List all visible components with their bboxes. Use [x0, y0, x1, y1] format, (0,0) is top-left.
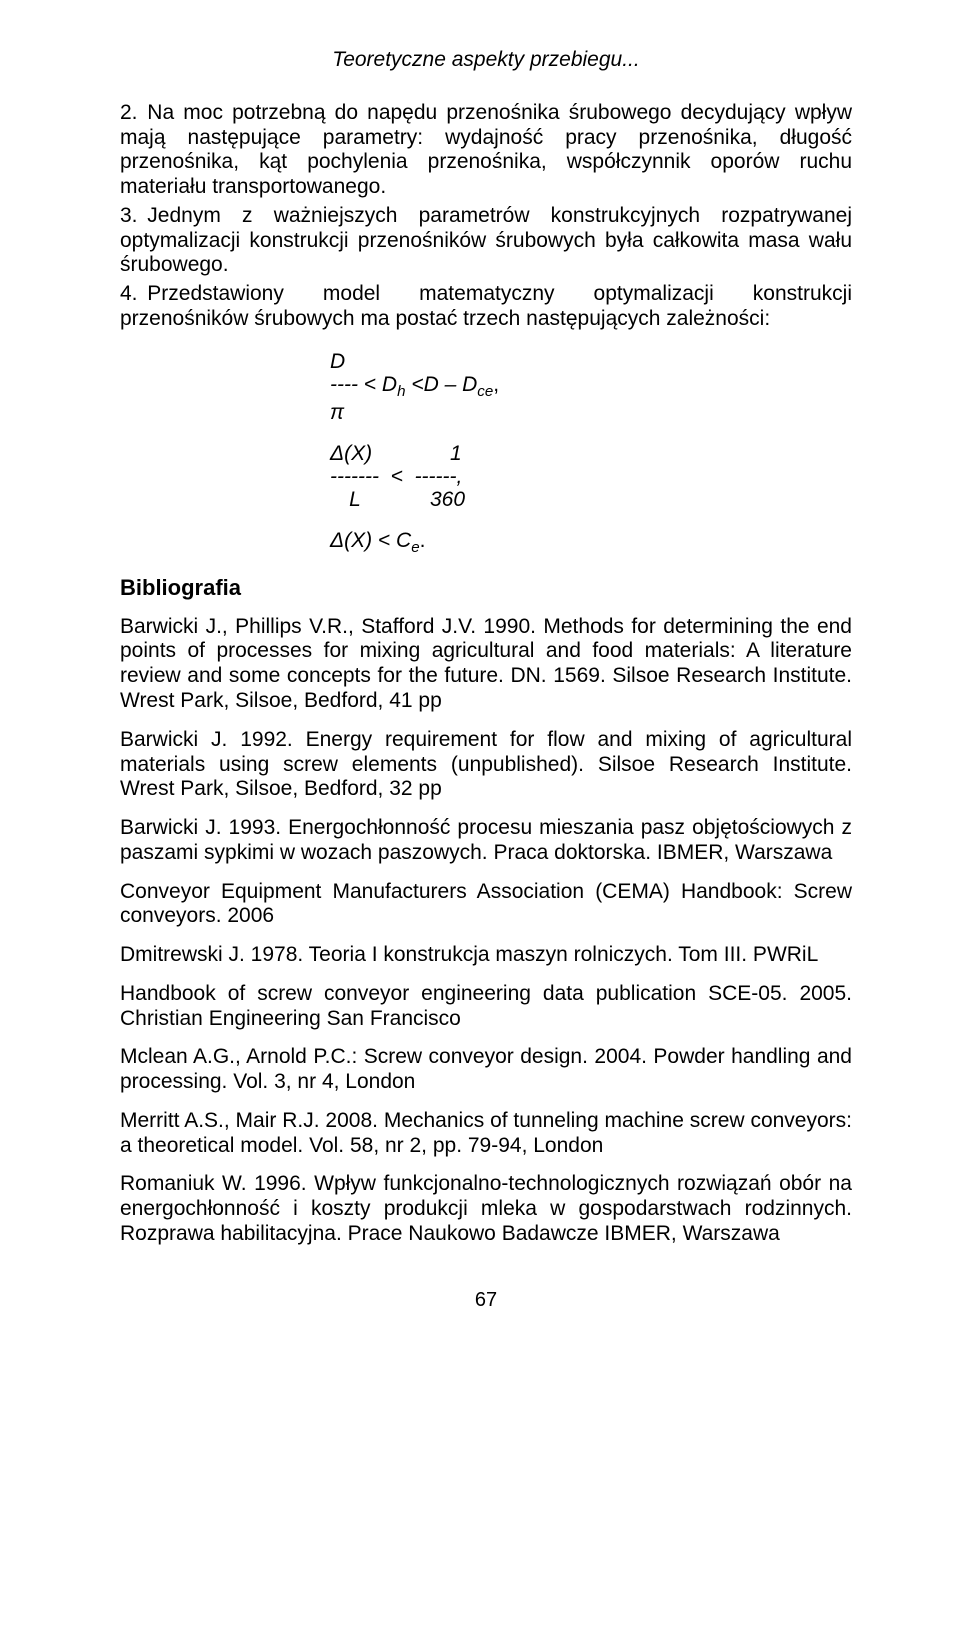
formula-line: D	[330, 350, 852, 373]
item-text: Przedstawiony model matematyczny optymal…	[120, 282, 852, 330]
bib-entry: Mclean A.G., Arnold P.C.: Screw conveyor…	[120, 1045, 852, 1095]
formula-2: Δ(X)1 ------- < ------, L360	[120, 442, 852, 511]
list-item-2: 2.Na moc potrzebną do napędu przenośnika…	[120, 101, 852, 200]
formula-line: L360	[330, 488, 852, 511]
formula-3: Δ(X) < Ce.	[120, 529, 852, 557]
formula-line: ------- < ------,	[330, 465, 852, 488]
item-text: Jednym z ważniejszych parametrów konstru…	[120, 204, 852, 277]
bib-entry: Dmitrewski J. 1978. Teoria I konstrukcja…	[120, 943, 852, 968]
bib-entry: Merritt A.S., Mair R.J. 2008. Mechanics …	[120, 1109, 852, 1159]
item-text: Na moc potrzebną do napędu przenośnika ś…	[120, 101, 852, 198]
bibliography-heading: Bibliografia	[120, 575, 852, 601]
bib-entry: Barwicki J., Phillips V.R., Stafford J.V…	[120, 615, 852, 714]
bib-entry: Conveyor Equipment Manufacturers Associa…	[120, 880, 852, 930]
page-number: 67	[120, 1289, 852, 1313]
bib-entry: Romaniuk W. 1996. Wpływ funkcjonalno-tec…	[120, 1172, 852, 1246]
item-number: 2.	[120, 101, 147, 126]
item-number: 4.	[120, 282, 147, 307]
formula-line: ---- < Dh <D – Dce,	[330, 373, 852, 401]
page: Teoretyczne aspekty przebiegu... 2.Na mo…	[0, 0, 960, 1636]
bib-entry: Handbook of screw conveyor engineering d…	[120, 982, 852, 1032]
formula-line: Δ(X) < Ce.	[330, 529, 852, 557]
bib-entry: Barwicki J. 1993. Energochłonność proces…	[120, 816, 852, 866]
formula-line: π	[330, 401, 852, 424]
item-number: 3.	[120, 204, 147, 229]
list-item-3: 3.Jednym z ważniejszych parametrów konst…	[120, 204, 852, 278]
formula-block: D ---- < Dh <D – Dce, π Δ(X)1 ------- < …	[120, 350, 852, 557]
formula-line: Δ(X)1	[330, 442, 852, 465]
formula-1: D ---- < Dh <D – Dce, π	[120, 350, 852, 424]
running-head: Teoretyczne aspekty przebiegu...	[120, 48, 852, 73]
list-item-4: 4.Przedstawiony model matematyczny optym…	[120, 282, 852, 332]
bib-entry: Barwicki J. 1992. Energy requirement for…	[120, 728, 852, 802]
